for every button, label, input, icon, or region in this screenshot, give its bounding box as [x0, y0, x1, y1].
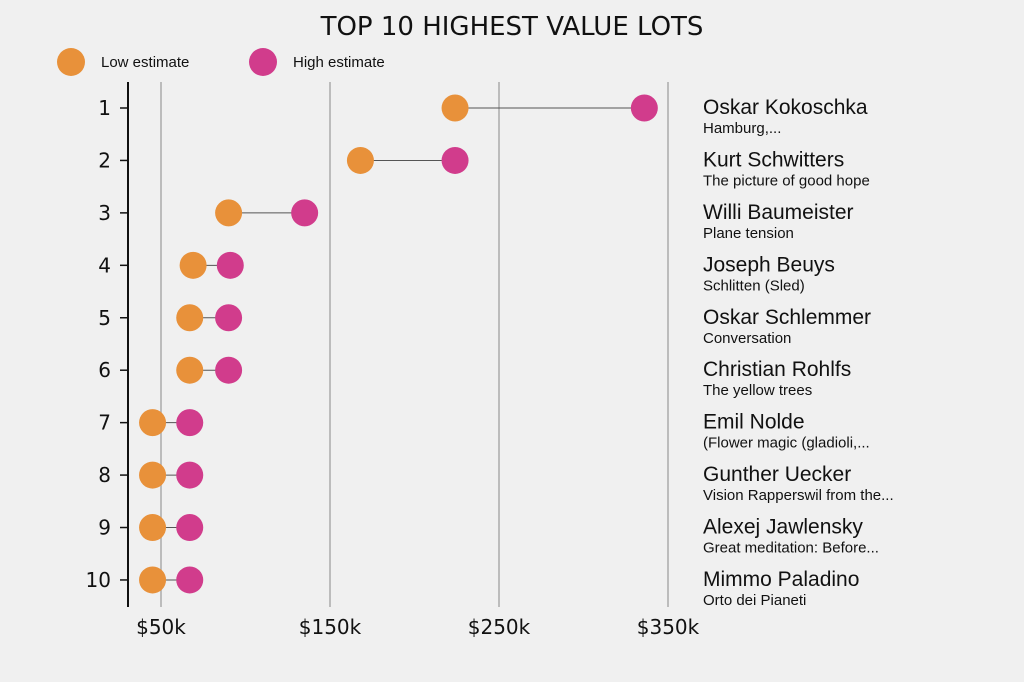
legend: Low estimate High estimate — [57, 48, 385, 76]
high-estimate-dot — [176, 514, 204, 542]
work-title: The picture of good hope — [703, 172, 870, 189]
work-title: Plane tension — [703, 225, 794, 242]
rank-label: 7 — [98, 411, 111, 435]
work-title: Great meditation: Before... — [703, 540, 879, 557]
high-estimate-dot — [176, 566, 204, 594]
low-estimate-dot — [441, 94, 469, 122]
x-tick-label: $250k — [468, 615, 531, 639]
artist-name: Gunther Uecker — [703, 463, 851, 486]
legend-swatch-high — [249, 48, 277, 76]
artist-name: Alexej Jawlensky — [703, 516, 863, 539]
work-title: Vision Rapperswil from the... — [703, 487, 894, 504]
artist-name: Joseph Beuys — [703, 253, 835, 276]
low-estimate-dot — [179, 251, 207, 279]
high-estimate-dot — [441, 146, 469, 174]
high-estimate-dot — [176, 409, 204, 437]
work-title: Conversation — [703, 330, 791, 347]
low-estimate-dot — [139, 514, 167, 542]
x-tick-label: $150k — [299, 615, 362, 639]
rank-label: 1 — [98, 96, 111, 120]
artist-name: Emil Nolde — [703, 411, 805, 434]
rank-label: 10 — [86, 568, 111, 592]
work-title: Schlitten (Sled) — [703, 277, 805, 294]
rank-label: 3 — [98, 201, 111, 225]
high-estimate-dot — [176, 461, 204, 489]
low-estimate-dot — [139, 461, 167, 489]
rank-label: 2 — [98, 148, 111, 172]
artist-name: Willi Baumeister — [703, 201, 854, 224]
x-tick-label: $350k — [637, 615, 700, 639]
rank-label: 8 — [98, 463, 111, 487]
artist-name: Christian Rohlfs — [703, 358, 851, 381]
legend-swatch-low — [57, 48, 85, 76]
gridlines — [160, 82, 669, 607]
high-estimate-dot — [291, 199, 319, 227]
low-estimate-dot — [176, 356, 204, 384]
low-estimate-dot — [176, 304, 204, 332]
artist-name: Mimmo Paladino — [703, 568, 859, 591]
legend-label-high: High estimate — [293, 54, 385, 71]
low-estimate-dot — [215, 199, 243, 227]
legend-label-low: Low estimate — [101, 54, 189, 71]
low-estimate-dot — [139, 566, 167, 594]
row: 1 Oskar KokoschkaHamburg,... — [98, 94, 868, 137]
artist-name: Oskar Kokoschka — [703, 96, 868, 119]
high-estimate-dot — [216, 251, 244, 279]
low-estimate-dot — [139, 409, 167, 437]
rank-label: 6 — [98, 358, 111, 382]
work-title: (Flower magic (gladioli,... — [703, 435, 870, 452]
x-tick-label: $50k — [136, 615, 186, 639]
chart-title: TOP 10 HIGHEST VALUE LOTS — [320, 12, 704, 42]
rank-label: 9 — [98, 516, 111, 540]
high-estimate-dot — [630, 94, 658, 122]
rank-label: 5 — [98, 306, 111, 330]
rank-label: 4 — [98, 253, 111, 277]
x-axis-ticks: $50k $150k $250k $350k — [136, 615, 700, 639]
row: 7 Emil Nolde(Flower magic (gladioli,... — [98, 409, 870, 452]
work-title: Orto dei Pianeti — [703, 592, 806, 609]
artist-name: Oskar Schlemmer — [703, 306, 871, 329]
work-title: The yellow trees — [703, 382, 812, 399]
high-estimate-dot — [215, 356, 243, 384]
high-estimate-dot — [215, 304, 243, 332]
artist-name: Kurt Schwitters — [703, 148, 844, 171]
low-estimate-dot — [346, 146, 374, 174]
work-title: Hamburg,... — [703, 120, 781, 137]
